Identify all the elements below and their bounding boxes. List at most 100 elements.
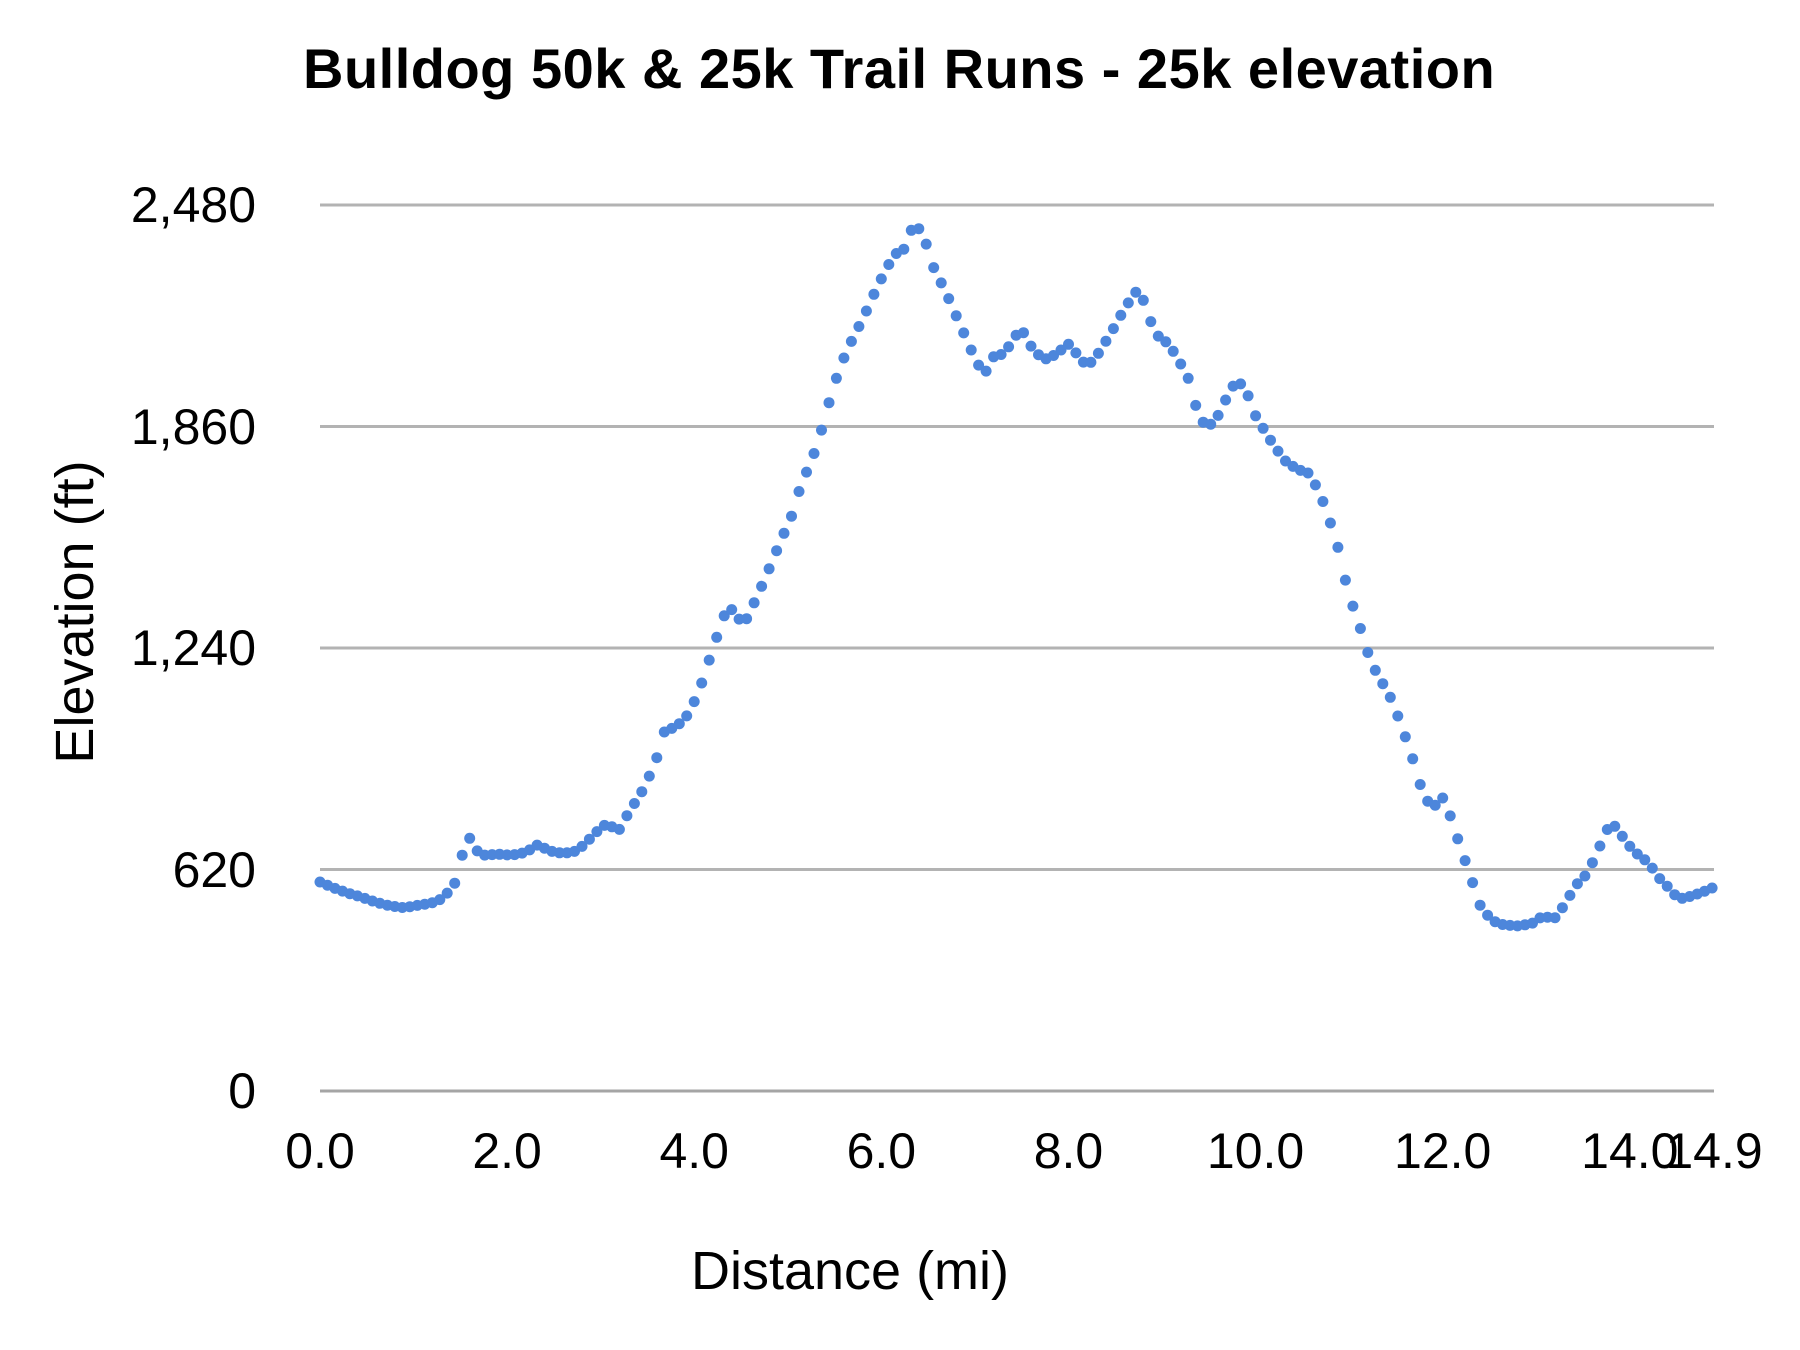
data-point [845, 335, 857, 347]
data-point [928, 262, 940, 274]
data-point [1654, 873, 1666, 885]
data-point [965, 344, 977, 356]
data-point [913, 223, 925, 235]
data-point [651, 752, 663, 764]
data-point [434, 894, 446, 906]
data-point [1609, 820, 1621, 832]
x-tick-label: 8.0 [1033, 1123, 1104, 1179]
data-point [875, 273, 887, 285]
data-point [1661, 880, 1673, 892]
data-point [883, 259, 895, 270]
y-axis-title: Elevation (ft) [45, 460, 105, 764]
data-point [1624, 840, 1636, 852]
chart-title: Bulldog 50k & 25k Trail Runs - 25k eleva… [303, 37, 1496, 100]
data-point [756, 580, 768, 592]
data-point [1586, 857, 1598, 869]
data-point [441, 887, 453, 899]
data-point [1063, 338, 1074, 350]
data-point [808, 448, 820, 459]
data-point [1556, 902, 1568, 914]
x-tick-label: 2.0 [472, 1123, 542, 1179]
data-point [1085, 356, 1097, 368]
data-point [456, 849, 468, 861]
data-point [1137, 294, 1149, 306]
data-point [1616, 830, 1628, 842]
data-point [1579, 870, 1591, 882]
y-tick-label: 1,860 [130, 398, 256, 455]
data-point [628, 798, 640, 809]
data-point [1242, 390, 1254, 402]
data-point [920, 238, 932, 250]
data-point [995, 349, 1007, 360]
data-point [688, 696, 700, 708]
data-point [860, 305, 872, 317]
x-axis-title: Distance (mi) [690, 1241, 1010, 1301]
data-point [1182, 372, 1194, 384]
data-point [1167, 345, 1179, 357]
data-point [1571, 878, 1583, 890]
data-point [778, 527, 790, 539]
data-point [1175, 358, 1187, 370]
data-point [591, 826, 603, 838]
data-point [1459, 855, 1471, 867]
data-point [771, 545, 783, 557]
data-point [980, 365, 992, 377]
data-point [1145, 316, 1157, 328]
data-point [1706, 882, 1718, 894]
data-point [1092, 347, 1104, 359]
x-tick-label: 4.0 [659, 1123, 729, 1179]
data-point [1407, 753, 1419, 765]
data-point [838, 352, 850, 364]
data-point [1190, 399, 1202, 411]
data-point [1646, 862, 1658, 874]
data-point [1003, 341, 1015, 353]
data-point [1107, 323, 1119, 335]
data-point [1639, 854, 1651, 866]
data-point [1384, 691, 1396, 703]
x-tick-label: 6.0 [846, 1123, 917, 1179]
data-point [1250, 410, 1262, 422]
data-point [1399, 731, 1411, 743]
data-point [718, 610, 730, 622]
x-tick-label: 12.0 [1394, 1123, 1492, 1179]
data-point [1564, 889, 1576, 901]
data-point [1354, 623, 1366, 634]
data-point [943, 293, 955, 305]
data-point [1444, 810, 1456, 822]
data-point [950, 310, 962, 322]
data-point [1257, 422, 1269, 434]
data-point [1160, 336, 1172, 348]
data-point [816, 424, 827, 436]
data-point [464, 832, 476, 844]
data-point [868, 288, 880, 300]
data-point [1272, 445, 1284, 457]
y-tick-label: 620 [172, 841, 256, 898]
data-point [958, 327, 970, 339]
data-point [1302, 467, 1314, 479]
data-point [823, 397, 835, 409]
data-point [801, 466, 812, 478]
data-point [621, 810, 633, 822]
data-point [763, 563, 775, 575]
data-point [1474, 899, 1486, 911]
data-point [703, 654, 715, 666]
data-point [1152, 330, 1164, 342]
data-point [1347, 600, 1359, 612]
data-point [1317, 496, 1329, 507]
x-tick-label: 10.0 [1206, 1123, 1305, 1179]
data-point [1362, 647, 1374, 658]
data-point [726, 604, 738, 616]
data-point [673, 718, 685, 730]
data-point [1467, 877, 1479, 889]
data-point [935, 277, 947, 289]
data-point [1115, 309, 1127, 321]
data-point [1377, 678, 1389, 690]
data-point [1482, 909, 1494, 921]
data-point [1220, 394, 1232, 406]
data-point [1631, 848, 1643, 860]
data-point [1018, 327, 1029, 339]
data-point [1332, 541, 1344, 553]
data-point [1205, 418, 1217, 430]
data-point [1414, 779, 1426, 790]
